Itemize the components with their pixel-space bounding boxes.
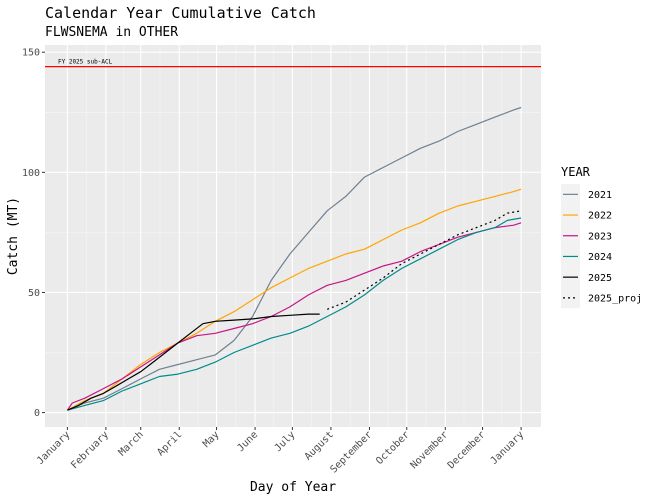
- series-line-2025: [67, 313, 320, 411]
- reference-line-label: FY 2025 sub-ACL: [58, 59, 113, 66]
- x-tick-label: June: [235, 429, 260, 454]
- chart-title: Calendar Year Cumulative Catch: [45, 4, 316, 22]
- legend-label-2025: 2025: [588, 273, 612, 284]
- x-tick-label: March: [117, 429, 146, 458]
- legend-key-bg: [561, 287, 580, 309]
- x-tick-label: February: [69, 429, 111, 471]
- x-tick-label: May: [201, 429, 222, 450]
- x-tick-label: April: [155, 429, 184, 458]
- legend-title: YEAR: [561, 165, 591, 179]
- legend-label-2024: 2024: [588, 252, 612, 263]
- y-tick-label: 100: [22, 168, 40, 179]
- x-tick-label: September: [328, 429, 374, 475]
- x-tick-label: December: [446, 429, 488, 471]
- plot-panel: [45, 45, 541, 427]
- x-tick-label: July: [273, 429, 298, 454]
- y-axis-title: Catch (MT): [6, 197, 21, 275]
- chart-subtitle: FLWSNEMA in OTHER: [45, 25, 179, 40]
- legend-label-2022: 2022: [588, 211, 612, 222]
- y-tick-label: 150: [22, 48, 40, 59]
- x-tick-label: January: [489, 429, 527, 467]
- legend-label-2021: 2021: [588, 190, 612, 201]
- series-line-2022: [67, 188, 522, 411]
- x-axis-title: Day of Year: [250, 480, 336, 495]
- x-tick-label: January: [35, 429, 73, 467]
- x-tick-label: October: [374, 429, 412, 467]
- legend-label-2025_proj: 2025_proj: [588, 294, 642, 305]
- series-line-2023: [66, 222, 522, 411]
- y-tick-label: 0: [34, 408, 40, 419]
- series-line-2024: [67, 217, 522, 411]
- legend-label-2023: 2023: [588, 231, 612, 242]
- x-tick-label: August: [303, 429, 336, 462]
- y-tick-label: 50: [28, 288, 40, 299]
- x-tick-label: November: [409, 429, 451, 471]
- series-line-2021: [67, 106, 522, 411]
